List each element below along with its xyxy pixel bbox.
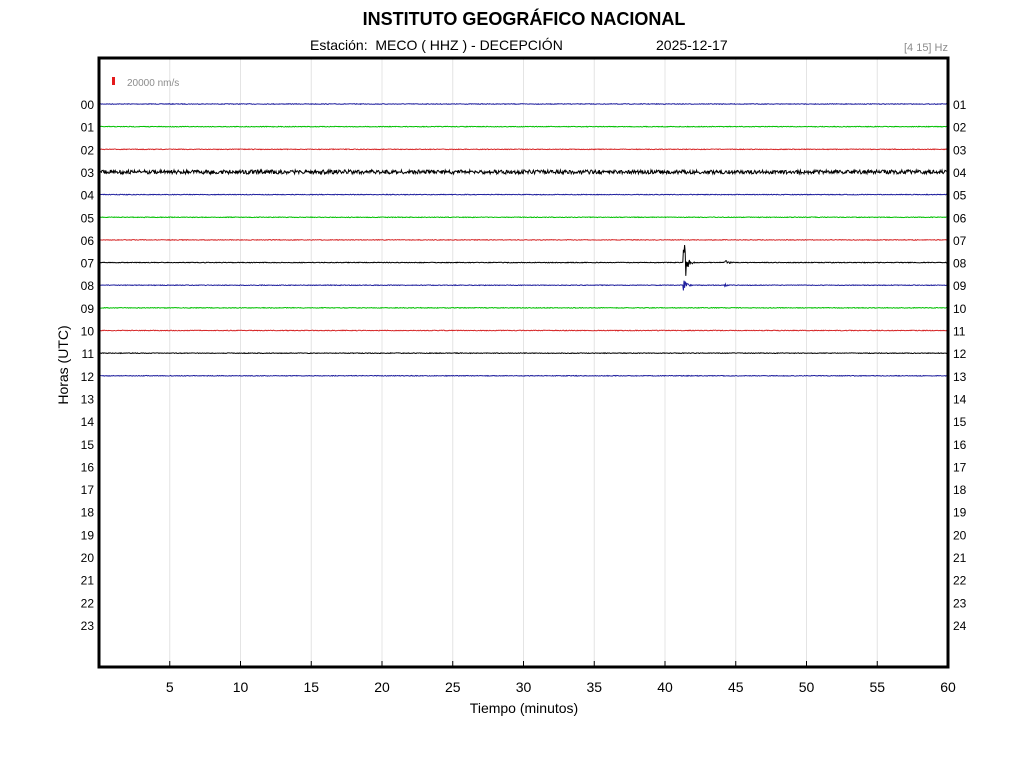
filter-band-label: [4 15] Hz: [903, 42, 948, 54]
trace-hour-01: [98, 125, 948, 128]
x-tick-label: 25: [445, 679, 461, 695]
hour-label-left: 11: [82, 347, 95, 361]
hour-label-right: 04: [953, 166, 967, 180]
hour-label-right: 05: [953, 189, 967, 203]
trace-hour-11: [98, 352, 948, 355]
hour-label-right: 08: [953, 257, 967, 271]
hour-label-left: 02: [81, 143, 95, 157]
hour-label-left: 03: [81, 166, 95, 180]
trace-hour-08: [98, 280, 948, 291]
hour-label-left: 13: [81, 392, 95, 406]
hour-label-right: 11: [953, 325, 966, 339]
seismic-traces: [98, 102, 948, 377]
hour-label-left: 16: [81, 460, 95, 474]
hour-label-left: 22: [81, 596, 95, 610]
hour-label-right: 22: [953, 574, 967, 588]
scale-bar: [112, 77, 115, 85]
trace-hour-06: [98, 238, 948, 241]
x-tick-label: 45: [728, 679, 744, 695]
x-tick-label: 10: [233, 679, 249, 695]
x-tick-label: 50: [799, 679, 815, 695]
hour-label-right: 13: [953, 370, 967, 384]
hour-label-right: 16: [953, 438, 967, 452]
x-tick-label: 40: [657, 679, 673, 695]
hour-label-left: 04: [81, 189, 95, 203]
hour-label-left: 08: [81, 279, 95, 293]
date-label: 2025-12-17: [656, 37, 728, 53]
grid-lines: [169, 58, 878, 667]
hour-label-left: 17: [81, 483, 95, 497]
hour-label-right: 20: [953, 528, 967, 542]
trace-hour-04: [98, 193, 948, 196]
hour-label-right: 02: [953, 121, 967, 135]
y-axis-label: Horas (UTC): [55, 325, 71, 405]
hour-labels-right: 01 02 03 04 05 06 07 08 09 10 11 12 13 14 15 16 17 18 19 20…: [953, 98, 967, 633]
hour-label-left: 20: [81, 551, 95, 565]
hour-label-right: 03: [953, 143, 967, 157]
x-tick-label: 30: [516, 679, 532, 695]
hour-label-right: 23: [953, 596, 967, 610]
trace-hour-02: [98, 148, 948, 151]
hour-label-right: 07: [953, 234, 967, 248]
x-tick-label: 5: [166, 679, 174, 695]
trace-hour-03: [98, 168, 948, 176]
x-axis-label: Tiempo (minutos): [469, 700, 579, 716]
station-label: Estación: MECO ( HHZ ) - DECEPCIÓN: [310, 37, 563, 53]
hour-label-right: 24: [953, 619, 967, 633]
hour-label-left: 09: [81, 302, 95, 316]
amplitude-scale: 20000 nm/s: [112, 77, 179, 89]
hour-label-left: 05: [81, 211, 95, 225]
x-axis-ticks: 5 10 15 20 25 30 35 40 45 50 55 60: [166, 661, 956, 695]
scale-label: 20000 nm/s: [127, 78, 179, 89]
hour-label-left: 12: [81, 370, 95, 384]
hour-label-right: 14: [953, 392, 967, 406]
chart-title: INSTITUTO GEOGRÁFICO NACIONAL: [362, 9, 686, 29]
hour-label-left: 07: [81, 257, 95, 271]
x-tick-label: 20: [374, 679, 390, 695]
hour-label-right: 18: [953, 483, 967, 497]
x-tick-label: 60: [940, 679, 956, 695]
trace-hour-00: [98, 102, 948, 106]
hour-label-right: 06: [953, 211, 967, 225]
hour-label-left: 21: [81, 574, 95, 588]
x-tick-label: 15: [303, 679, 319, 695]
hour-label-left: 14: [81, 415, 95, 429]
hour-label-right: 17: [953, 460, 967, 474]
hour-label-right: 21: [953, 551, 967, 565]
hour-label-right: 19: [953, 506, 967, 520]
hour-labels-left: 00 01 02 03 04 05 06 07 08 09 10 11 12 13 14 15 16 17 18 19…: [81, 98, 95, 633]
hour-label-left: 10: [81, 325, 95, 339]
hour-label-right: 15: [953, 415, 967, 429]
hour-label-left: 19: [81, 528, 95, 542]
hour-label-left: 18: [81, 506, 95, 520]
hour-label-left: 23: [81, 619, 95, 633]
trace-hour-12: [98, 374, 948, 377]
hour-label-right: 01: [953, 98, 967, 112]
hour-label-right: 10: [953, 302, 967, 316]
trace-hour-10: [98, 329, 948, 332]
hour-label-right: 12: [953, 347, 967, 361]
trace-hour-07: [98, 244, 948, 276]
x-tick-label: 55: [869, 679, 885, 695]
trace-hour-09: [98, 306, 948, 309]
trace-hour-05: [99, 216, 948, 219]
hour-label-left: 15: [81, 438, 95, 452]
hour-label-left: 00: [81, 98, 95, 112]
x-tick-label: 35: [586, 679, 602, 695]
hour-label-left: 01: [81, 121, 95, 135]
hour-label-right: 09: [953, 279, 967, 293]
hour-label-left: 06: [81, 234, 95, 248]
